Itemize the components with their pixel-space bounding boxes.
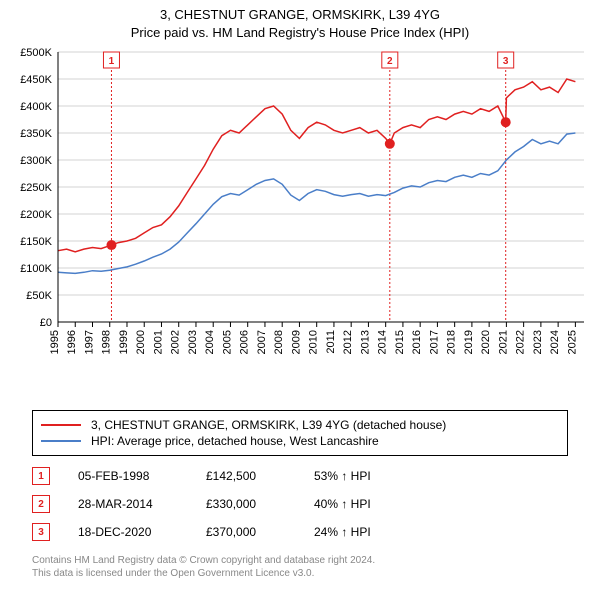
svg-text:2023: 2023	[532, 330, 544, 354]
svg-text:£400K: £400K	[20, 101, 52, 113]
svg-text:£300K: £300K	[20, 155, 52, 167]
svg-text:3: 3	[503, 56, 509, 67]
svg-text:2001: 2001	[152, 330, 164, 354]
svg-text:2017: 2017	[428, 330, 440, 354]
svg-text:2012: 2012	[342, 330, 354, 354]
svg-text:1997: 1997	[83, 330, 95, 354]
legend-item: HPI: Average price, detached house, West…	[41, 433, 559, 449]
svg-text:1996: 1996	[66, 330, 78, 354]
svg-text:£350K: £350K	[20, 128, 52, 140]
svg-text:1999: 1999	[118, 330, 130, 354]
legend-item: 3, CHESTNUT GRANGE, ORMSKIRK, L39 4YG (d…	[41, 417, 559, 433]
transaction-row: 2 28-MAR-2014 £330,000 40% ↑ HPI	[32, 490, 434, 518]
svg-text:2024: 2024	[549, 330, 561, 354]
svg-text:1998: 1998	[101, 330, 113, 354]
svg-text:2007: 2007	[256, 330, 268, 354]
transaction-row: 3 18-DEC-2020 £370,000 24% ↑ HPI	[32, 518, 434, 546]
footer-line-1: Contains HM Land Registry data © Crown c…	[32, 554, 375, 567]
svg-text:2011: 2011	[325, 330, 337, 354]
transaction-marker: 3	[32, 523, 50, 541]
svg-text:2008: 2008	[273, 330, 285, 354]
transaction-date: 18-DEC-2020	[78, 525, 178, 539]
transaction-price: £330,000	[206, 497, 286, 511]
svg-text:2009: 2009	[290, 330, 302, 354]
svg-text:1995: 1995	[49, 330, 61, 354]
line-chart: £0 £50K £100K £150K £200K £250K £300K £350K £400…	[8, 44, 592, 374]
svg-text:£100K: £100K	[20, 263, 52, 275]
svg-text:£150K: £150K	[20, 236, 52, 248]
title-line-1: 3, CHESTNUT GRANGE, ORMSKIRK, L39 4YG	[0, 6, 600, 24]
svg-text:2002: 2002	[170, 330, 182, 354]
svg-text:2021: 2021	[497, 330, 509, 354]
svg-text:1: 1	[109, 56, 115, 67]
chart-svg: £0 £50K £100K £150K £200K £250K £300K £350K £400…	[8, 44, 592, 374]
svg-text:2022: 2022	[515, 330, 527, 354]
svg-text:2005: 2005	[221, 330, 233, 354]
svg-text:2019: 2019	[463, 330, 475, 354]
svg-text:2025: 2025	[566, 330, 578, 354]
transaction-marker: 2	[32, 495, 50, 513]
attribution: Contains HM Land Registry data © Crown c…	[32, 554, 375, 580]
transaction-row: 1 05-FEB-1998 £142,500 53% ↑ HPI	[32, 462, 434, 490]
legend-swatch	[41, 440, 81, 442]
svg-text:2010: 2010	[308, 330, 320, 354]
transaction-diff: 53% ↑ HPI	[314, 469, 434, 483]
transaction-diff: 40% ↑ HPI	[314, 497, 434, 511]
transaction-price: £142,500	[206, 469, 286, 483]
svg-text:£450K: £450K	[20, 74, 52, 86]
svg-text:£50K: £50K	[26, 290, 52, 302]
legend-label: 3, CHESTNUT GRANGE, ORMSKIRK, L39 4YG (d…	[91, 418, 446, 432]
svg-text:2020: 2020	[480, 330, 492, 354]
transaction-price: £370,000	[206, 525, 286, 539]
svg-text:2014: 2014	[377, 330, 389, 354]
transaction-diff: 24% ↑ HPI	[314, 525, 434, 539]
svg-text:2016: 2016	[411, 330, 423, 354]
footer-line-2: This data is licensed under the Open Gov…	[32, 567, 375, 580]
svg-text:2000: 2000	[135, 330, 147, 354]
legend: 3, CHESTNUT GRANGE, ORMSKIRK, L39 4YG (d…	[32, 410, 568, 456]
svg-text:2003: 2003	[187, 330, 199, 354]
svg-text:2013: 2013	[359, 330, 371, 354]
svg-text:2004: 2004	[204, 330, 216, 354]
svg-text:£0: £0	[40, 317, 52, 329]
transaction-date: 28-MAR-2014	[78, 497, 178, 511]
svg-text:2: 2	[387, 56, 393, 67]
transaction-marker: 1	[32, 467, 50, 485]
svg-text:2006: 2006	[239, 330, 251, 354]
transaction-table: 1 05-FEB-1998 £142,500 53% ↑ HPI 2 28-MAR-201…	[32, 462, 434, 546]
svg-text:£200K: £200K	[20, 209, 52, 221]
svg-text:£500K: £500K	[20, 47, 52, 59]
transaction-date: 05-FEB-1998	[78, 469, 178, 483]
svg-text:2015: 2015	[394, 330, 406, 354]
chart-title: 3, CHESTNUT GRANGE, ORMSKIRK, L39 4YG Pr…	[0, 0, 600, 42]
legend-label: HPI: Average price, detached house, West…	[91, 434, 379, 448]
svg-text:£250K: £250K	[20, 182, 52, 194]
legend-swatch	[41, 424, 81, 426]
chart-container: { "title_line1": "3, CHESTNUT GRANGE, OR…	[0, 0, 600, 590]
svg-text:2018: 2018	[446, 330, 458, 354]
title-line-2: Price paid vs. HM Land Registry's House …	[0, 24, 600, 42]
